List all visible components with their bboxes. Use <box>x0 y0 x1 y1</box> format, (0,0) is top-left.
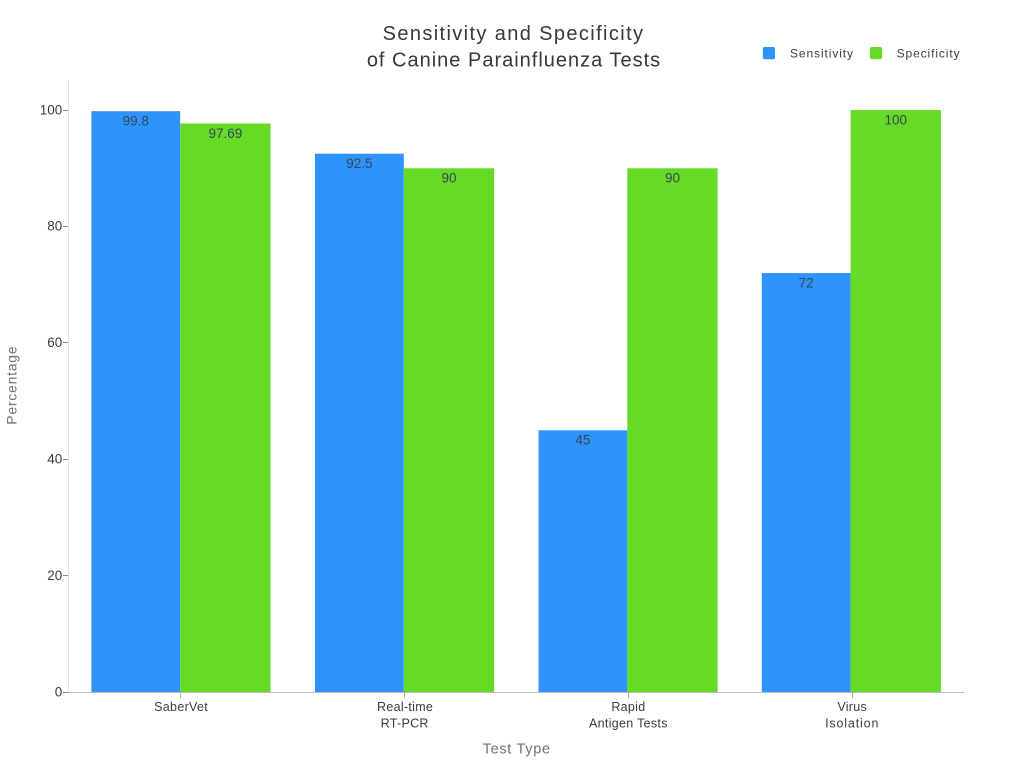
svg-text:Rapid: Rapid <box>611 700 645 714</box>
svg-text:Sensitivity and Specificity: Sensitivity and Specificity <box>383 23 645 45</box>
svg-text:92.5: 92.5 <box>346 156 372 171</box>
svg-text:Antigen Tests: Antigen Tests <box>589 716 668 730</box>
svg-text:90: 90 <box>441 171 456 186</box>
svg-text:Specificity: Specificity <box>897 47 961 61</box>
svg-text:100: 100 <box>885 112 908 127</box>
svg-text:80: 80 <box>47 219 62 234</box>
svg-text:Real-time: Real-time <box>377 700 433 714</box>
svg-text:Sensitivity: Sensitivity <box>790 47 854 61</box>
svg-text:40: 40 <box>47 452 62 467</box>
svg-text:100: 100 <box>40 102 63 117</box>
svg-text:90: 90 <box>665 171 680 186</box>
svg-text:99.8: 99.8 <box>123 114 149 129</box>
svg-text:60: 60 <box>47 335 62 350</box>
svg-text:97.69: 97.69 <box>209 126 243 141</box>
svg-text:Virus: Virus <box>837 700 867 714</box>
svg-text:Percentage: Percentage <box>3 346 19 425</box>
svg-text:0: 0 <box>55 685 63 700</box>
svg-text:45: 45 <box>575 433 590 448</box>
svg-text:of Canine Parainfluenza Tests: of Canine Parainfluenza Tests <box>367 49 661 71</box>
svg-text:20: 20 <box>47 568 62 583</box>
svg-text:Test Type: Test Type <box>483 741 551 757</box>
svg-text:72: 72 <box>799 276 814 291</box>
svg-text:SaberVet: SaberVet <box>154 700 208 714</box>
svg-text:RT-PCR: RT-PCR <box>381 716 429 730</box>
svg-text:Isolation: Isolation <box>825 716 879 730</box>
